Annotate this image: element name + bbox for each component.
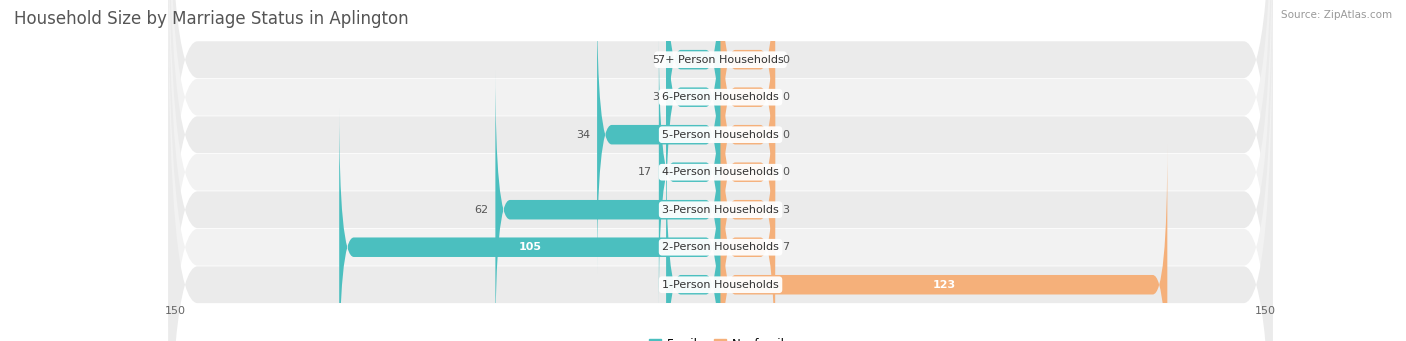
Text: 3: 3 xyxy=(652,92,659,102)
Text: 7+ Person Households: 7+ Person Households xyxy=(658,55,783,65)
Text: 4-Person Households: 4-Person Households xyxy=(662,167,779,177)
Text: 105: 105 xyxy=(519,242,541,252)
FancyBboxPatch shape xyxy=(169,0,1272,341)
Text: 0: 0 xyxy=(782,130,789,140)
Text: 2-Person Households: 2-Person Households xyxy=(662,242,779,252)
Text: 17: 17 xyxy=(637,167,651,177)
FancyBboxPatch shape xyxy=(721,32,775,312)
FancyBboxPatch shape xyxy=(169,0,1272,341)
FancyBboxPatch shape xyxy=(169,0,1272,341)
Legend: Family, Nonfamily: Family, Nonfamily xyxy=(644,333,797,341)
Text: 7: 7 xyxy=(782,242,789,252)
FancyBboxPatch shape xyxy=(666,0,721,200)
FancyBboxPatch shape xyxy=(495,70,721,341)
FancyBboxPatch shape xyxy=(169,0,1272,341)
Text: 3: 3 xyxy=(782,205,789,215)
Text: 34: 34 xyxy=(575,130,591,140)
FancyBboxPatch shape xyxy=(169,0,1272,341)
Text: Source: ZipAtlas.com: Source: ZipAtlas.com xyxy=(1281,10,1392,20)
FancyBboxPatch shape xyxy=(598,0,721,275)
FancyBboxPatch shape xyxy=(666,145,721,341)
FancyBboxPatch shape xyxy=(339,107,721,341)
Text: 3-Person Households: 3-Person Households xyxy=(662,205,779,215)
Text: 62: 62 xyxy=(474,205,488,215)
FancyBboxPatch shape xyxy=(721,0,775,200)
Text: 0: 0 xyxy=(782,92,789,102)
Text: 123: 123 xyxy=(932,280,956,290)
FancyBboxPatch shape xyxy=(721,70,775,341)
FancyBboxPatch shape xyxy=(721,145,1167,341)
FancyBboxPatch shape xyxy=(169,0,1272,341)
FancyBboxPatch shape xyxy=(721,107,775,341)
FancyBboxPatch shape xyxy=(169,3,1272,341)
FancyBboxPatch shape xyxy=(721,0,775,275)
Text: 1-Person Households: 1-Person Households xyxy=(662,280,779,290)
Text: 0: 0 xyxy=(782,55,789,65)
Text: 6-Person Households: 6-Person Households xyxy=(662,92,779,102)
FancyBboxPatch shape xyxy=(659,32,721,312)
Text: 5-Person Households: 5-Person Households xyxy=(662,130,779,140)
FancyBboxPatch shape xyxy=(666,0,721,237)
FancyBboxPatch shape xyxy=(721,0,775,237)
Text: 0: 0 xyxy=(782,167,789,177)
Text: 5: 5 xyxy=(652,55,659,65)
Text: Household Size by Marriage Status in Aplington: Household Size by Marriage Status in Apl… xyxy=(14,10,409,28)
